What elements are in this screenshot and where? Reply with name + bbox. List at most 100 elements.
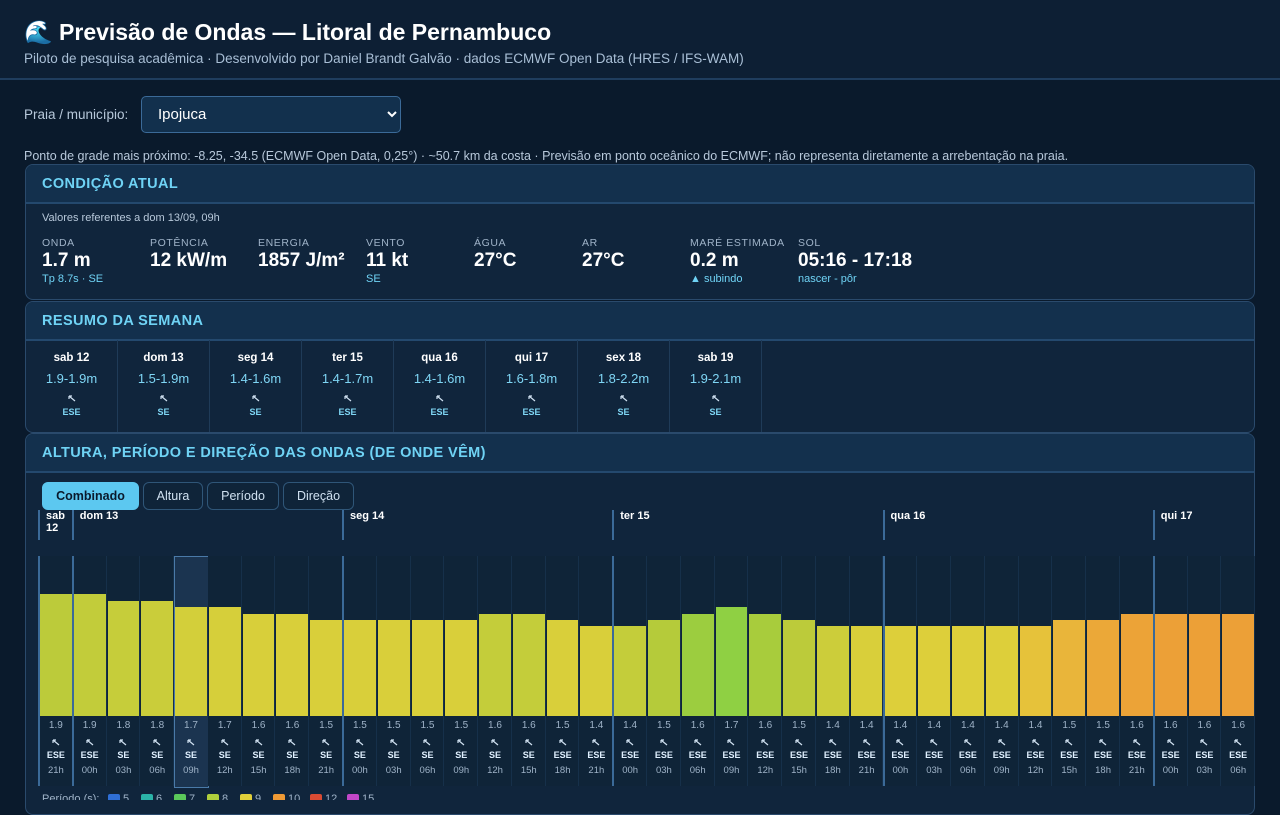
arrow-shape [343,395,351,402]
wave-bar [783,620,815,716]
arrow-shape [119,739,127,746]
day-separator [882,556,885,786]
page-title: 🌊 Previsão de Ondas — Litoral de Pernamb… [24,19,552,45]
bar-time: 06h [1230,765,1247,776]
bar-time: 06h [149,765,166,776]
direction-arrow [829,739,837,746]
chart-tab[interactable]: Altura [143,482,203,510]
wave-bar [344,620,376,716]
bar-time: 12h [216,765,233,776]
direction-arrow [592,739,600,746]
bar-value: 1.8 [150,720,165,731]
wave-bar [479,613,511,716]
bar-time: 15h [1061,765,1078,776]
bar-value: 1.4 [623,720,638,731]
bar-time: 03h [1196,765,1213,776]
arrow-shape [221,739,229,746]
wave-bar [276,613,309,716]
arrow-shape [964,739,972,746]
arrow-shape [829,739,837,746]
bar-value: 1.6 [1197,720,1212,731]
wave-bar [310,620,342,716]
direction-arrow [251,395,259,402]
chart-tab[interactable]: Direção [283,482,354,510]
direction-arrow [525,739,533,746]
bar-direction: SE [117,750,130,760]
bar-value: 1.6 [1163,720,1178,731]
bar-time: 21h [47,765,64,776]
metric-label: ENERGIA [258,237,310,249]
direction-arrow [356,739,364,746]
bar-value: 1.4 [893,720,908,731]
direction-arrow [795,739,803,746]
bar-direction: SE [387,750,400,760]
bar-direction: ESE [688,750,707,760]
direction-arrow [322,739,330,746]
bar-time: 03h [926,765,943,776]
card-header: CONDIÇÃO ATUAL [26,165,1254,204]
day-range: 1.4-1.7m [321,371,374,386]
arrow-shape [1133,739,1141,746]
bar-direction: ESE [1127,750,1146,760]
direction-arrow [896,739,904,746]
day-header: ter 15 [612,510,880,540]
wave-bar [985,626,1018,716]
day-separator [342,556,345,786]
bar-value: 1.5 [656,720,671,731]
day-range: 1.9-2.1m [689,371,742,386]
direction-arrow [153,739,161,746]
bar-value: 1.7 [184,720,198,731]
bar-time: 18h [554,765,571,776]
bar-time: 12h [487,765,503,776]
bar-value: 1.6 [758,720,773,731]
direction-arrow [1234,739,1242,746]
week-day: seg 14 1.4-1.6m SE [210,340,302,432]
beach-select[interactable]: Ipojuca [141,96,401,133]
chart-tab[interactable]: Combinado [42,482,139,510]
metric-sub: ▲ subindo [690,273,743,285]
wave-bar [580,626,613,716]
metric-value: 12 kW/m [150,250,228,271]
bar-time: 21h [858,765,875,776]
bar-time: 18h [284,765,301,776]
legend-swatch [347,794,359,800]
direction-arrow [626,739,634,746]
arrow-shape [356,739,364,746]
arrow-shape [863,739,870,746]
wave-bar [918,626,951,716]
bar-direction: ESE [654,750,673,760]
direction-arrow [1167,739,1175,746]
arrow-shape [1167,739,1175,746]
page-subtitle: Piloto de pesquisa acadêmica · Desenvolv… [24,51,744,66]
bar-direction: ESE [587,750,606,760]
direction-arrow [390,739,398,746]
bar-direction: SE [522,750,535,760]
arrow-shape [1099,739,1107,746]
metric-value: 11 kt [366,250,409,271]
direction-arrow [423,739,431,746]
arrow-shape [52,739,60,746]
bar-value: 1.5 [319,720,334,731]
chart-tab[interactable]: Período [207,482,279,510]
wave-bar [445,620,478,716]
bar-time: 18h [1095,765,1111,776]
arrow-shape [727,739,735,746]
bar-value: 1.9 [82,720,97,731]
legend-swatch [240,794,252,800]
day-name: ter 15 [332,352,363,364]
bar-time: 12h [1027,765,1044,776]
day-header: seg 14 [342,510,610,540]
day-name: dom 13 [143,352,184,364]
bar-time: 00h [892,765,909,776]
bar-value: 1.6 [285,720,300,731]
bar-direction: SE [252,750,265,760]
picker-label: Praia / município: [24,107,129,122]
metric-label: POTÊNCIA [150,237,209,249]
bar-value: 1.6 [251,720,266,731]
arrow-shape [626,739,634,746]
bar-time: 21h [588,765,605,776]
day-direction: ESE [430,407,449,417]
day-range: 1.5-1.9m [137,371,190,386]
bar-direction: ESE [621,750,640,760]
wave-bar [1188,613,1221,716]
